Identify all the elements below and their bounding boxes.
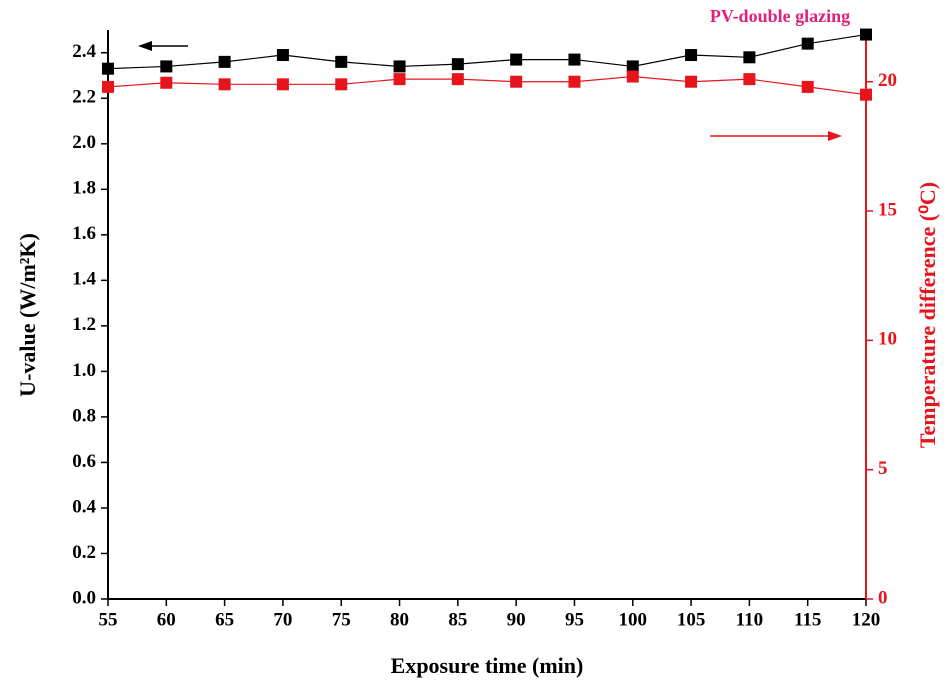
x-tick-label: 55 xyxy=(99,609,118,630)
annotation: PV-double glazing xyxy=(710,6,850,26)
marker xyxy=(393,73,406,86)
marker xyxy=(801,37,814,50)
y-tick-label: 2.0 xyxy=(72,132,96,153)
x-tick-label: 75 xyxy=(332,609,351,630)
y2-tick-label: 10 xyxy=(878,329,897,350)
y-tick-label: 0.6 xyxy=(72,451,96,472)
marker xyxy=(743,51,756,64)
marker xyxy=(393,60,406,73)
left-arrow xyxy=(138,41,188,51)
marker xyxy=(510,53,523,66)
marker xyxy=(451,73,464,86)
y2-tick-label: 20 xyxy=(878,70,897,91)
x-tick-label: 120 xyxy=(852,609,881,630)
marker xyxy=(568,75,581,88)
marker xyxy=(743,73,756,86)
y2-tick-label: 0 xyxy=(878,587,888,608)
x-tick-label: 85 xyxy=(448,609,467,630)
y-tick-label: 0.8 xyxy=(72,405,96,426)
y-tick-label: 0.0 xyxy=(72,587,96,608)
marker xyxy=(276,49,289,62)
x-tick-label: 90 xyxy=(507,609,526,630)
x-tick-label: 105 xyxy=(677,609,706,630)
marker xyxy=(102,80,114,93)
x-axis-label: Exposure time (min) xyxy=(391,653,584,678)
marker xyxy=(335,55,348,68)
y2-axis-label: Temperature difference (⁰C) xyxy=(915,182,940,448)
y-tick-label: 0.2 xyxy=(72,542,96,563)
marker xyxy=(860,28,872,41)
y-tick-label: 1.6 xyxy=(72,223,96,244)
marker xyxy=(276,78,289,91)
y-axis-label: U-value (W/m²K) xyxy=(15,233,40,397)
y-tick-label: 1.2 xyxy=(72,314,96,335)
marker xyxy=(510,75,523,88)
marker xyxy=(568,53,581,66)
marker xyxy=(801,80,814,93)
marker xyxy=(102,62,114,75)
x-tick-label: 70 xyxy=(273,609,292,630)
y2-tick-label: 5 xyxy=(878,458,888,479)
x-tick-label: 65 xyxy=(215,609,234,630)
y-tick-label: 0.4 xyxy=(72,496,96,517)
marker xyxy=(685,75,698,88)
series-line xyxy=(107,33,867,70)
marker xyxy=(160,76,173,89)
x-tick-label: 100 xyxy=(619,609,648,630)
marker xyxy=(218,78,231,91)
y-tick-label: 1.4 xyxy=(72,269,96,290)
x-tick-label: 115 xyxy=(794,609,821,630)
y-tick-label: 2.2 xyxy=(72,87,96,108)
x-tick-label: 80 xyxy=(390,609,409,630)
y-tick-label: 1.8 xyxy=(72,178,96,199)
marker xyxy=(218,55,231,68)
y2-tick-label: 15 xyxy=(878,199,897,220)
marker xyxy=(626,70,639,83)
marker xyxy=(685,49,698,62)
x-tick-label: 110 xyxy=(736,609,763,630)
marker xyxy=(626,60,639,73)
y-tick-label: 1.0 xyxy=(72,360,96,381)
marker xyxy=(860,88,872,101)
right-arrow xyxy=(710,131,842,141)
x-tick-label: 60 xyxy=(157,609,176,630)
y-tick-label: 2.4 xyxy=(72,41,96,62)
x-tick-label: 95 xyxy=(565,609,584,630)
marker xyxy=(451,58,464,71)
marker xyxy=(335,78,348,91)
marker xyxy=(160,60,173,73)
series-line xyxy=(107,75,867,96)
